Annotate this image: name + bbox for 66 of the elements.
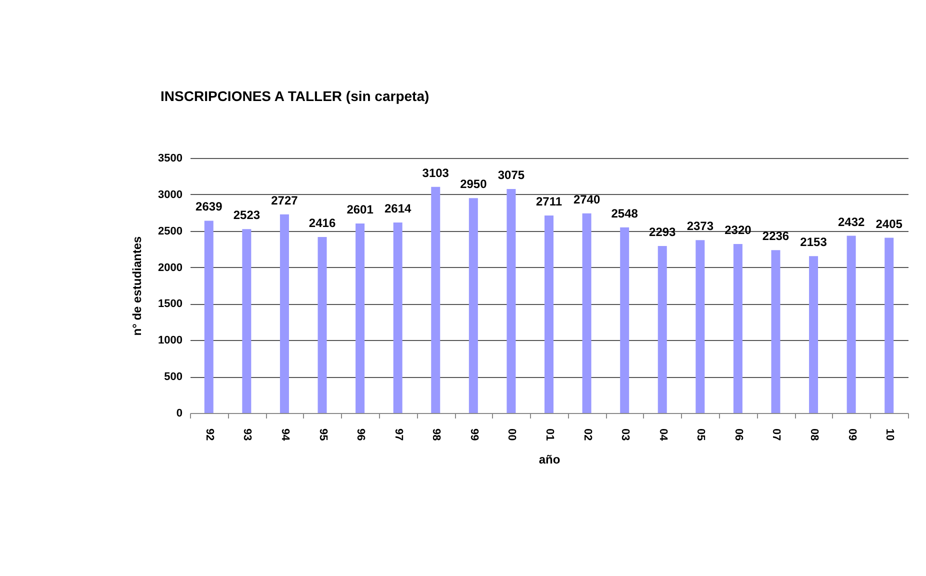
x-tick-label: 05 [694,428,707,441]
data-label: 2950 [460,177,488,192]
bar [242,229,252,413]
data-label: 2727 [271,193,298,208]
x-tick-label: 96 [354,428,367,441]
y-tick-label: 2500 [158,225,182,238]
x-tick-label: 07 [770,428,782,441]
bar [620,227,630,413]
bar [280,214,289,413]
bar [468,198,478,413]
data-label: 2416 [308,216,336,230]
bar [356,224,365,413]
bar [204,220,214,413]
x-tick-label: 98 [430,428,442,441]
bar [771,250,780,413]
y-tick-label: 500 [164,371,182,384]
bar [658,246,667,413]
y-axis-title: n° de estudiantes [130,236,144,336]
x-tick-label: 94 [278,428,291,442]
x-tick-label: 97 [392,428,404,441]
y-tick-label: 1000 [158,334,182,347]
data-label: 2711 [536,194,562,208]
data-label: 2373 [686,219,714,234]
data-label: 2740 [573,192,600,206]
bar [884,238,894,413]
bar [431,186,440,413]
x-tick-label: 93 [241,428,254,441]
x-tick-label: 00 [506,428,518,441]
data-label: 2523 [233,208,260,222]
x-tick-label: 99 [468,428,480,441]
x-tick-label: 95 [316,428,329,441]
bar [696,240,705,413]
data-label: 2639 [196,200,223,214]
data-label: 2405 [876,216,903,231]
x-tick-label: 10 [884,428,896,441]
x-tick-label: 04 [656,428,669,442]
bar [846,236,856,413]
data-label: 2601 [346,202,374,216]
x-tick-label: 03 [619,428,632,441]
bar [506,188,516,413]
bar [318,236,327,413]
x-tick-label: 02 [581,428,594,441]
bar [733,244,742,413]
data-label: 2153 [800,235,828,250]
y-tick-label: 3000 [158,188,182,201]
y-tick-label: 1500 [158,298,182,310]
y-tick-label: 0 [176,408,182,420]
x-tick-label: 06 [732,428,744,441]
x-tick-label: 08 [808,428,820,441]
x-tick-label: 01 [544,428,556,441]
bar [393,222,402,413]
bar [582,213,592,413]
bar [544,215,554,413]
data-label: 3103 [422,166,450,180]
data-label: 2236 [762,229,790,244]
bar [809,256,818,413]
x-tick-label: 92 [203,428,216,441]
y-tick-label: 3500 [158,152,182,164]
x-axis-title: año [538,452,560,467]
data-label: 2548 [611,206,638,220]
data-label: 2432 [838,214,865,229]
y-tick-label: 2000 [158,262,182,274]
data-label: 3075 [498,168,525,182]
x-tick-label: 09 [846,428,858,441]
chart-title: INSCRIPCIONES A TALLER (sin carpeta) [160,88,430,104]
data-label: 2614 [384,202,412,216]
